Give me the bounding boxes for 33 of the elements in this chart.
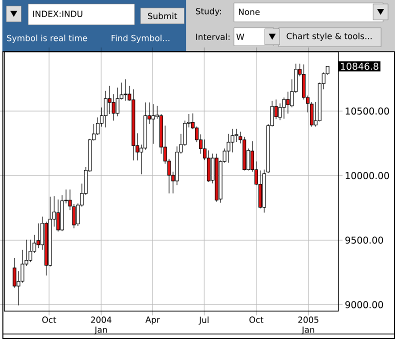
x-tick-label: 2004 Jan [91, 316, 112, 334]
candlestick [36, 223, 40, 248]
text: Symbol is real time [7, 34, 88, 43]
x-tick-label: Apr [145, 316, 160, 324]
candlestick [302, 64, 306, 100]
text: INDEX:INDU [33, 10, 82, 18]
candlestick [151, 104, 155, 144]
text: Chart style & tools... [286, 32, 372, 41]
candlestick [28, 239, 32, 262]
y-tick-label: 10500.00 [346, 108, 389, 115]
candlestick [124, 79, 128, 102]
candlestick [310, 102, 314, 127]
text: Find Symbol... [112, 34, 170, 43]
y-tick-label: 9500.00 [345, 236, 384, 244]
candlestick [286, 91, 290, 114]
x-tick-label: 2005 Jan [298, 316, 318, 334]
y-tick-label: 10000.00 [346, 172, 389, 180]
text: W [236, 34, 244, 40]
candlestick [108, 86, 112, 114]
x-tick-label: Oct [249, 316, 264, 323]
candlestick [56, 199, 60, 232]
x-tick-label: Oct [42, 316, 56, 323]
candlestick [206, 150, 210, 182]
text: 10846.8 [341, 62, 378, 70]
candlestick [258, 170, 262, 209]
text: Submit [148, 12, 178, 20]
candlestick [112, 94, 116, 121]
candlestick [104, 90, 108, 128]
y-tick-label: 9000.00 [345, 301, 384, 308]
text: Study: [196, 8, 221, 16]
x-tick-label: Jul [198, 316, 208, 325]
text: None [238, 8, 260, 16]
text: Interval: [196, 34, 230, 40]
